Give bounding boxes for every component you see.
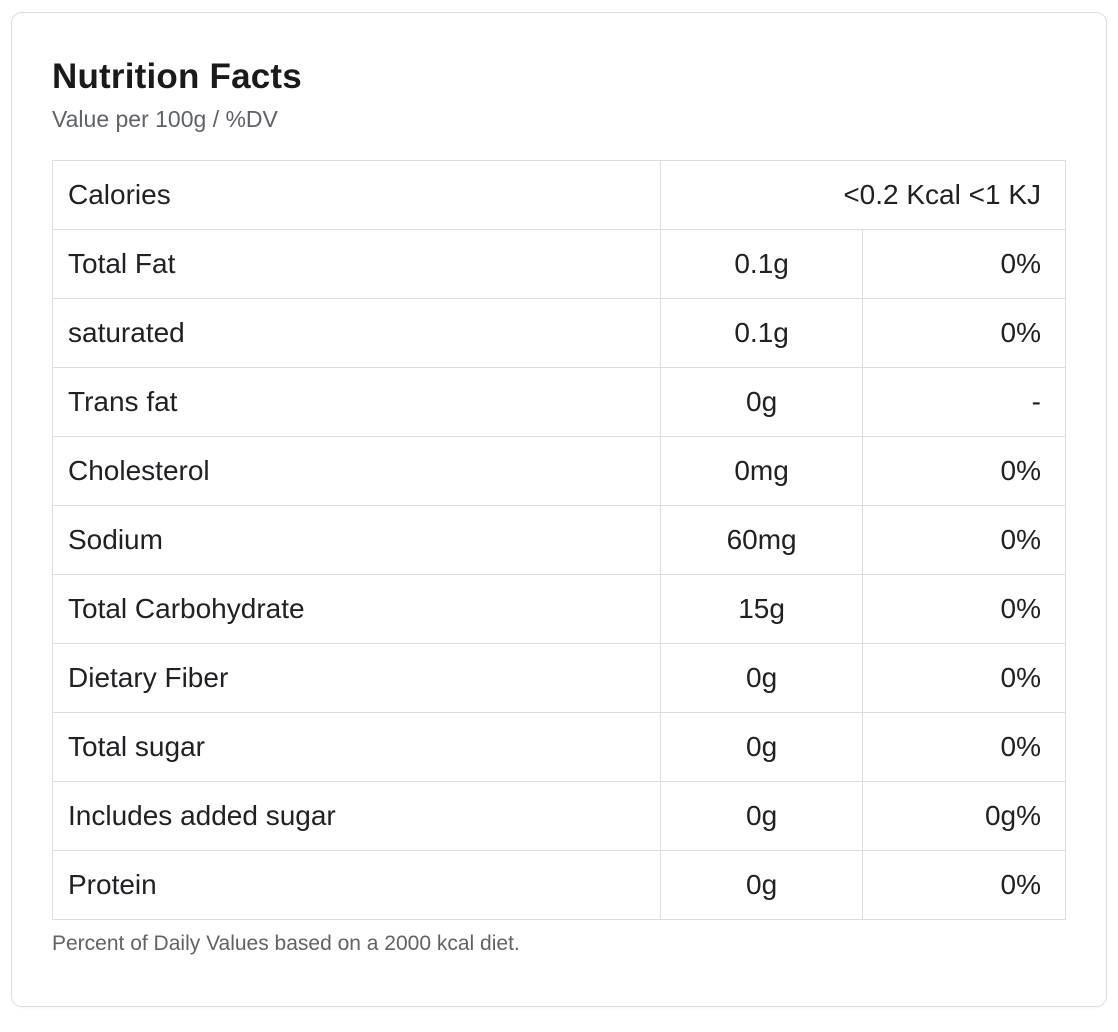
nutrient-dv: 0%	[862, 642, 1066, 713]
nutrient-amount: 0g	[659, 642, 864, 713]
nutrient-label: Calories	[52, 159, 661, 230]
nutrient-dv: 0%	[862, 228, 1066, 299]
nutrient-label: saturated	[52, 297, 661, 368]
table-row: Sodium 60mg 0%	[52, 504, 1066, 575]
table-row: Total Fat 0.1g 0%	[52, 228, 1066, 299]
nutrient-dv: 0g%	[862, 780, 1066, 851]
nutrition-facts-card: Nutrition Facts Value per 100g / %DV Cal…	[11, 12, 1107, 1007]
nutrient-amount: 0.1g	[659, 228, 864, 299]
nutrient-dv: 0%	[862, 435, 1066, 506]
table-row: Includes added sugar 0g 0g%	[52, 780, 1066, 851]
nutrient-dv: 0%	[862, 849, 1066, 920]
table-row: Cholesterol 0mg 0%	[52, 435, 1066, 506]
nutrient-label: Dietary Fiber	[52, 642, 661, 713]
nutrient-label: Includes added sugar	[52, 780, 661, 851]
calories-value: <0.2 Kcal <1 KJ	[659, 159, 1067, 230]
nutrient-dv: 0%	[862, 573, 1066, 644]
nutrient-amount: 0g	[659, 711, 864, 782]
nutrient-label: Total sugar	[52, 711, 661, 782]
nutrient-label: Trans fat	[52, 366, 661, 437]
table-row: Dietary Fiber 0g 0%	[52, 642, 1066, 713]
table-row-calories: Calories <0.2 Kcal <1 KJ	[52, 159, 1067, 230]
nutrient-dv: 0%	[862, 504, 1066, 575]
nutrient-amount: 0.1g	[659, 297, 864, 368]
nutrient-label: Total Carbohydrate	[52, 573, 661, 644]
table-row: Total Carbohydrate 15g 0%	[52, 573, 1066, 644]
nutrient-dv: 0%	[862, 711, 1066, 782]
table-row: Protein 0g 0%	[52, 849, 1066, 920]
subtitle: Value per 100g / %DV	[52, 106, 278, 133]
nutrient-amount: 0g	[659, 849, 864, 920]
nutrient-label: Total Fat	[52, 228, 661, 299]
nutrient-amount: 60mg	[659, 504, 864, 575]
nutrient-label: Cholesterol	[52, 435, 661, 506]
page-title: Nutrition Facts	[52, 57, 302, 96]
table-row: Total sugar 0g 0%	[52, 711, 1066, 782]
nutrient-dv: 0%	[862, 297, 1066, 368]
nutrient-label: Sodium	[52, 504, 661, 575]
table-row: Trans fat 0g -	[52, 366, 1066, 437]
nutrient-amount: 15g	[659, 573, 864, 644]
nutrient-label: Protein	[52, 849, 661, 920]
nutrient-amount: 0g	[659, 366, 864, 437]
nutrient-amount: 0mg	[659, 435, 864, 506]
nutrient-amount: 0g	[659, 780, 864, 851]
nutrition-table: Calories <0.2 Kcal <1 KJ Total Fat 0.1g …	[52, 159, 1067, 920]
nutrient-dv: -	[862, 366, 1066, 437]
footer-note: Percent of Daily Values based on a 2000 …	[52, 931, 520, 955]
table-row: saturated 0.1g 0%	[52, 297, 1066, 368]
